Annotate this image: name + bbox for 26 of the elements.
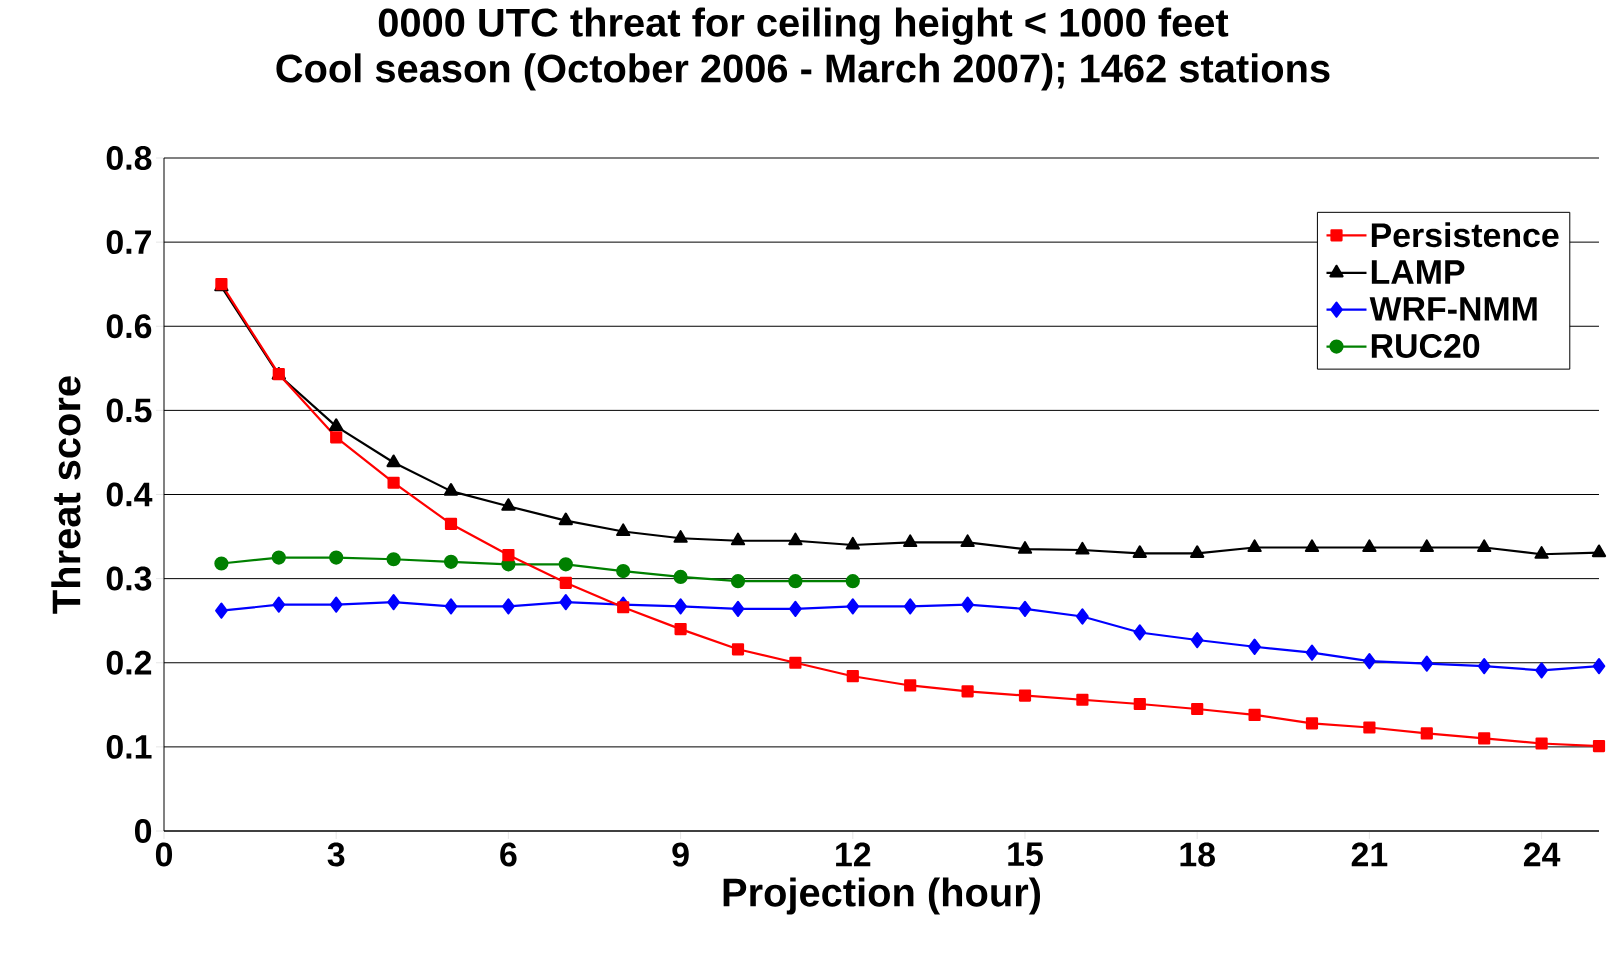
y-tick-label: 0.1 xyxy=(106,734,152,759)
y-tick-label: 0.3 xyxy=(106,566,152,591)
y-tick-label: 0 xyxy=(134,819,152,843)
legend-label: LAMP xyxy=(1371,260,1465,284)
y-tick-label: 0.5 xyxy=(106,398,152,423)
chart-subtitle: Cool season (October 2006 - March 2007); 1462 stations xyxy=(276,53,1330,91)
x-tick-label: 18 xyxy=(1180,842,1215,867)
x-tick-label: 12 xyxy=(836,842,871,867)
x-tick-label: 15 xyxy=(1008,842,1043,867)
y-tick-label: 0.6 xyxy=(106,314,152,339)
x-tick-label: 21 xyxy=(1351,842,1388,867)
y-tick-label: 0.8 xyxy=(106,146,152,170)
legend-label: RUC20 xyxy=(1371,333,1480,358)
y-tick-label: 0.2 xyxy=(106,650,152,675)
x-tick-label: 24 xyxy=(1523,842,1561,867)
y-tick-label: 0.4 xyxy=(106,482,153,507)
x-tick-label: 6 xyxy=(500,842,517,867)
legend-label: WRF-NMM xyxy=(1369,297,1537,321)
x-tick-label: 9 xyxy=(672,842,689,867)
chart-title: 0000 UTC threat for ceiling height < 1000 feet xyxy=(378,7,1229,45)
x-tick-label: 3 xyxy=(327,842,345,867)
y-tick-label: 0.7 xyxy=(106,230,151,255)
x-tick-label: 0 xyxy=(155,842,173,867)
legend-label: Persistence xyxy=(1371,222,1559,248)
y-axis-title: Threat score xyxy=(51,376,81,614)
x-axis-title: Projection (hour) xyxy=(723,877,1040,915)
